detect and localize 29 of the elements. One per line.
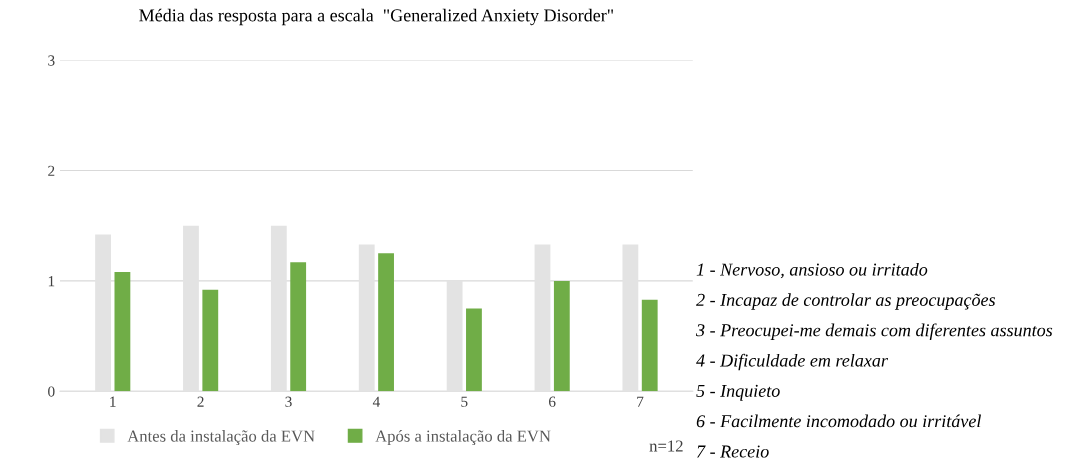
text: 4 - Dificuldade em relaxar xyxy=(696,353,888,371)
x-tick-label: 7 xyxy=(637,396,644,407)
text: 6 - Facilmente incomodado ou irritável xyxy=(696,414,981,428)
text: 1 - Nervoso, ansioso ou irritado xyxy=(696,262,928,279)
bar xyxy=(202,289,219,392)
x-tick-label: 2 xyxy=(197,396,204,407)
y-tick-label: 0 xyxy=(48,386,55,397)
text: 5 - Inquieto xyxy=(696,384,780,401)
bar xyxy=(466,308,482,392)
x-tick-label: 6 xyxy=(549,396,556,407)
legend-label: Após a instalação da EVN xyxy=(375,429,551,446)
legend-label: Antes da instalação da EVN xyxy=(127,430,315,446)
text: 3 - Preocupei-me demais com diferentes assuntos xyxy=(696,323,1053,340)
text: 2 - Incapaz de controlar as preocupações xyxy=(696,293,996,310)
x-tick-label: 5 xyxy=(461,396,468,407)
x-tick-label: 4 xyxy=(372,396,380,407)
text: 7 - Receio xyxy=(697,445,769,458)
text: n=12 xyxy=(649,440,683,452)
y-tick-label: 3 xyxy=(48,55,55,66)
bar xyxy=(553,280,570,392)
bar xyxy=(114,272,131,392)
bar xyxy=(290,262,307,392)
bar xyxy=(641,299,658,392)
bar xyxy=(378,253,394,392)
x-tick-label: 1 xyxy=(110,396,116,407)
x-tick-label: 3 xyxy=(285,396,292,407)
y-tick-label: 2 xyxy=(48,165,55,176)
y-tick-label: 1 xyxy=(48,276,55,287)
chart-title: Média das resposta para a escala "Generalized Anxiety Disorder" xyxy=(139,8,613,26)
